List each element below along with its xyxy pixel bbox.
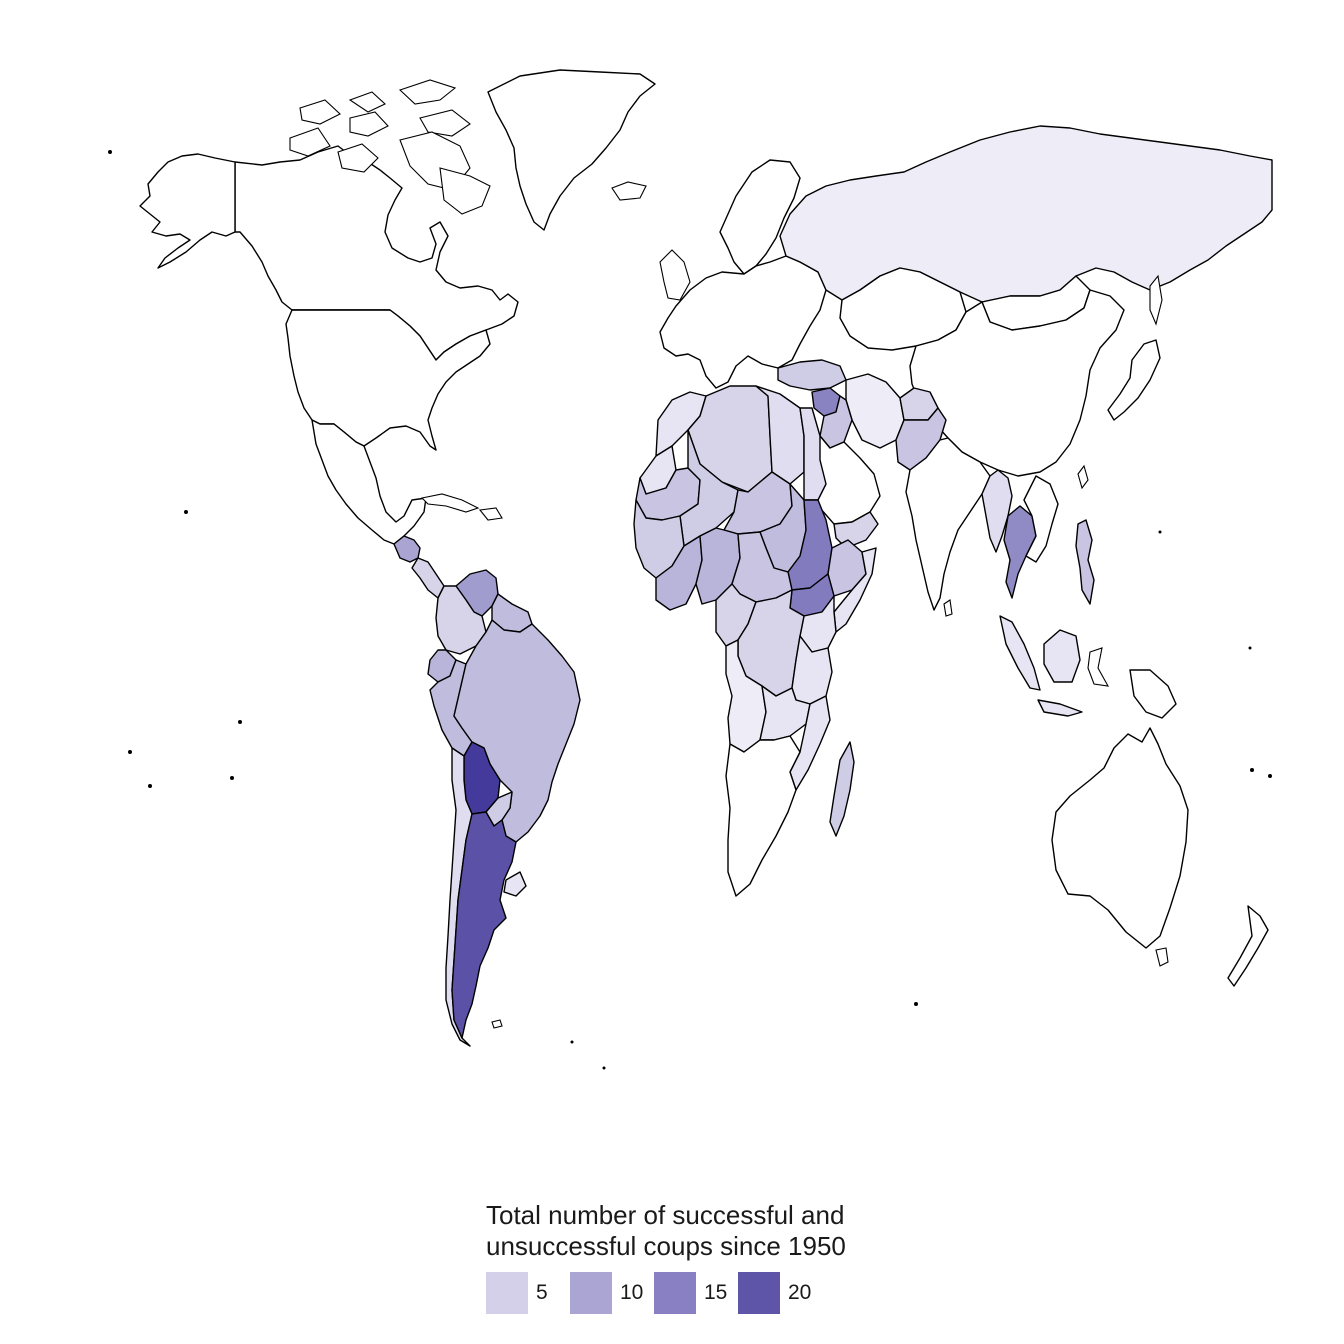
island-sulawesi: [1087, 647, 1110, 687]
country-indonesia-java: [1037, 699, 1083, 717]
country-greenland: [487, 69, 656, 231]
country-somalia: [833, 547, 877, 633]
pacific-island-4: [148, 784, 152, 788]
country-mozambique: [789, 695, 831, 791]
legend-key: 10: [570, 1272, 644, 1314]
country-philippines: [1075, 519, 1095, 605]
country-central-america: [393, 535, 421, 563]
island-arctic-3: [299, 99, 341, 125]
country-new-zealand: [1227, 905, 1269, 987]
world-map: [108, 69, 1273, 1070]
country-central-america-south: [411, 557, 445, 599]
legend-key-label: 10: [620, 1281, 644, 1304]
legend-key: 5: [486, 1272, 560, 1314]
legend-key: 20: [738, 1272, 812, 1314]
pacific-island-8: [1250, 768, 1254, 772]
pacific-island-11: [602, 1066, 606, 1070]
country-uruguay: [503, 871, 527, 897]
legend-keys: 5 10 15 20: [486, 1272, 946, 1314]
country-madagascar: [829, 741, 855, 837]
country-indonesia-borneo: [1043, 629, 1081, 683]
island-britain: [659, 249, 691, 301]
country-india: [905, 437, 991, 611]
legend-key-label: 5: [536, 1281, 548, 1304]
country-thailand: [1003, 505, 1037, 599]
country-scandinavia: [719, 159, 801, 275]
island-iceland: [611, 181, 647, 201]
island-hispaniola: [478, 507, 503, 521]
island-arctic-1: [398, 79, 457, 105]
pacific-island-7: [1248, 646, 1252, 650]
island-arctic-2: [419, 109, 471, 137]
country-argentina: [451, 811, 517, 1039]
map-svg: [108, 69, 1273, 1070]
pacific-island-9: [1268, 774, 1272, 778]
island-sri-lanka: [943, 599, 953, 617]
country-egypt: [799, 407, 827, 501]
island-tasmania: [1155, 947, 1169, 967]
legend-swatch: [486, 1272, 528, 1314]
pacific-island-5: [230, 776, 234, 780]
pacific-island-10: [914, 1002, 918, 1006]
pacific-island-1: [184, 510, 188, 514]
country-australia: [1051, 727, 1189, 949]
pacific-island-6: [1158, 530, 1162, 534]
country-united-states: [285, 309, 491, 451]
island-arctic-4: [349, 111, 389, 137]
island-falklands: [491, 1019, 503, 1029]
country-japan: [1107, 339, 1161, 421]
country-alaska: [139, 153, 236, 269]
country-myanmar: [981, 469, 1013, 553]
legend-title: Total number of successful and unsuccess…: [486, 1200, 846, 1261]
pacific-island-13: [108, 150, 112, 154]
legend-swatch: [654, 1272, 696, 1314]
island-arctic-5: [289, 127, 331, 157]
legend-swatch: [570, 1272, 612, 1314]
legend-swatch: [738, 1272, 780, 1314]
country-russia: [779, 125, 1273, 303]
legend-key-label: 15: [704, 1281, 728, 1304]
pacific-island-2: [238, 720, 242, 724]
legend-key-label: 20: [788, 1281, 812, 1304]
country-southern-africa: [725, 735, 801, 897]
country-iran: [845, 373, 905, 449]
pacific-island-3: [128, 750, 132, 754]
country-indochina: [1023, 475, 1059, 563]
pacific-island-12: [570, 1040, 574, 1044]
country-indonesia-sumatra: [999, 615, 1041, 691]
island-arctic-8: [337, 143, 379, 173]
country-turkey: [777, 359, 847, 391]
country-europe: [659, 255, 827, 389]
island-taiwan: [1077, 464, 1089, 490]
island-arctic-7: [439, 167, 491, 215]
legend-key: 15: [654, 1272, 728, 1314]
island-arctic-9: [348, 91, 386, 113]
island-cuba: [420, 493, 480, 513]
country-papua-new-guinea: [1129, 669, 1177, 719]
legend: Total number of successful and unsuccess…: [486, 1200, 946, 1314]
country-yemen: [833, 511, 879, 549]
island-sakhalin: [1149, 274, 1163, 326]
country-libya: [755, 385, 805, 485]
